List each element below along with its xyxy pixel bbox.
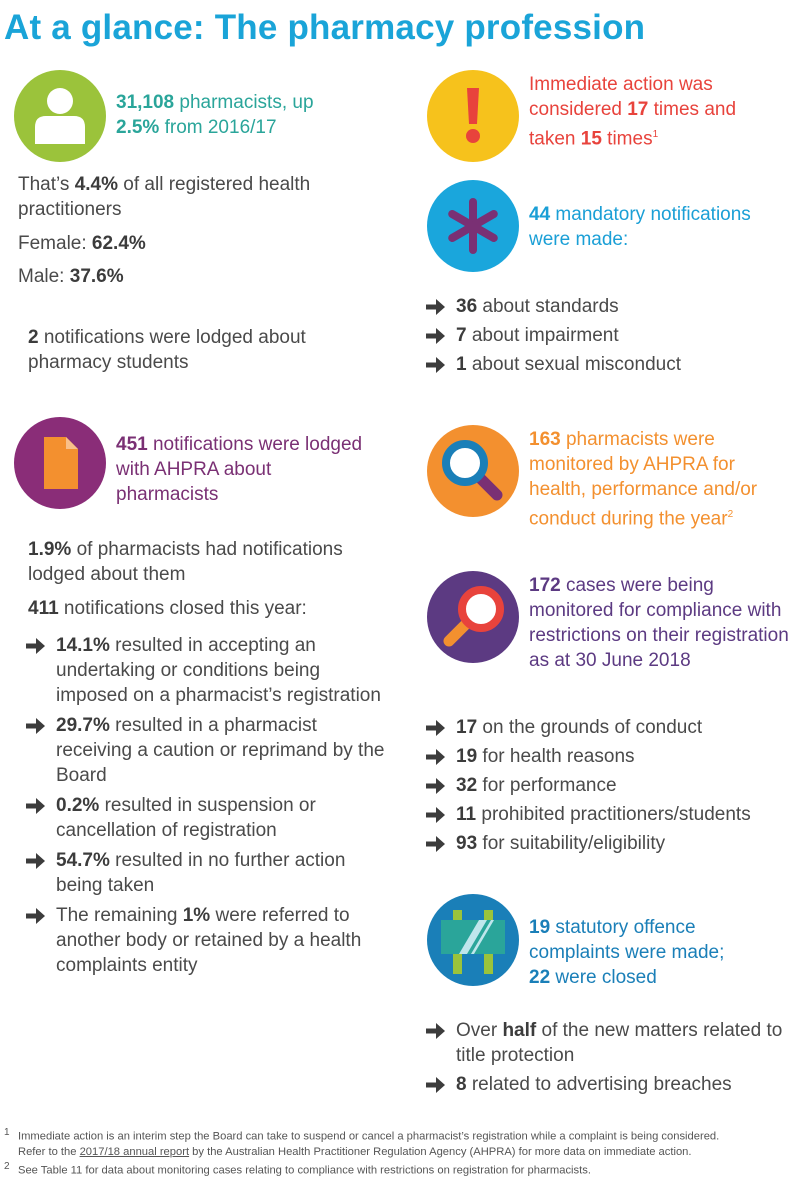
list-item: 14.1% resulted in accepting an undertaki… bbox=[26, 633, 386, 708]
arrow-icon bbox=[426, 1022, 446, 1040]
arrow-icon bbox=[426, 719, 446, 737]
footnote-1: 1 Immediate action is an interim step the… bbox=[4, 1127, 720, 1158]
notifications-text: 451 notifications were lodged with AHPRA… bbox=[116, 434, 363, 505]
list-item: 19 for health reasons bbox=[426, 744, 796, 769]
list-item: 93 for suitability/eligibility bbox=[426, 831, 796, 856]
list-item: 11 prohibited practitioners/students bbox=[426, 802, 796, 827]
arrow-icon bbox=[426, 835, 446, 853]
students-text: 2 notifications were lodged about pharma… bbox=[28, 327, 306, 373]
closed-outcomes-list: 14.1% resulted in accepting an undertaki… bbox=[26, 633, 386, 978]
list-item: 54.7% resulted in no further action bein… bbox=[26, 848, 386, 898]
mandatory-text: 44 mandatory notifications were made: bbox=[529, 204, 751, 250]
arrow-icon bbox=[26, 852, 46, 870]
exclamation-icon bbox=[427, 70, 519, 162]
list-item: The remaining 1% were referred to anothe… bbox=[26, 903, 386, 978]
arrow-icon bbox=[426, 1076, 446, 1094]
arrow-icon bbox=[426, 777, 446, 795]
arrow-icon bbox=[426, 748, 446, 766]
list-item: 8 related to advertising breaches bbox=[426, 1072, 796, 1097]
arrow-icon bbox=[426, 327, 446, 345]
closed-text: 411 notifications closed this year: bbox=[28, 598, 307, 619]
arrow-icon bbox=[426, 356, 446, 374]
list-item: 7 about impairment bbox=[426, 323, 786, 348]
cases-text: 172 cases were being monitored for compl… bbox=[529, 575, 789, 671]
list-item: 17 on the grounds of conduct bbox=[426, 715, 796, 740]
had-notifications-text: 1.9% of pharmacists had notifications lo… bbox=[28, 539, 343, 585]
arrow-icon bbox=[426, 298, 446, 316]
arrow-icon bbox=[26, 637, 46, 655]
asterisk-icon bbox=[427, 180, 519, 272]
arrow-icon bbox=[426, 806, 446, 824]
document-icon bbox=[14, 417, 106, 509]
magnifier-icon bbox=[427, 571, 519, 663]
arrow-icon bbox=[26, 717, 46, 735]
male-text: Male: 37.6% bbox=[18, 266, 124, 287]
list-item: 32 for performance bbox=[426, 773, 796, 798]
female-text: Female: 62.4% bbox=[18, 233, 146, 254]
share-text: That’s 4.4% of all registered health pra… bbox=[18, 174, 311, 220]
mandatory-list: 36 about standards 7 about impairment 1 … bbox=[426, 294, 786, 377]
list-item: 0.2% resulted in suspension or cancellat… bbox=[26, 793, 386, 843]
arrow-icon bbox=[26, 797, 46, 815]
statutory-list: Over half of the new matters related to … bbox=[426, 1018, 796, 1097]
monitored-text: 163 pharmacists were monitored by AHPRA … bbox=[529, 429, 758, 530]
annual-report-link[interactable]: 2017/18 annual report bbox=[79, 1145, 190, 1158]
footnote-2: 2 See Table 11 for data about monitoring … bbox=[4, 1161, 591, 1177]
page-title: At a glance: The pharmacy profession bbox=[4, 8, 646, 47]
list-item: 29.7% resulted in a pharmacist receiving… bbox=[26, 713, 386, 788]
immediate-action-text: Immediate action was considered 17 times… bbox=[529, 74, 737, 150]
cases-list: 17 on the grounds of conduct 19 for heal… bbox=[426, 715, 796, 856]
list-item: Over half of the new matters related to … bbox=[426, 1018, 796, 1068]
pharmacists-count-text: 31,108 pharmacists, up 2.5% from 2016/17 bbox=[116, 92, 314, 138]
list-item: 36 about standards bbox=[426, 294, 786, 319]
list-item: 1 about sexual misconduct bbox=[426, 352, 786, 377]
arrow-icon bbox=[26, 907, 46, 925]
person-icon bbox=[14, 70, 106, 162]
signboard-icon bbox=[427, 894, 519, 986]
magnifier-icon bbox=[427, 425, 519, 517]
statutory-text: 19 statutory offence complaints were mad… bbox=[529, 917, 725, 988]
